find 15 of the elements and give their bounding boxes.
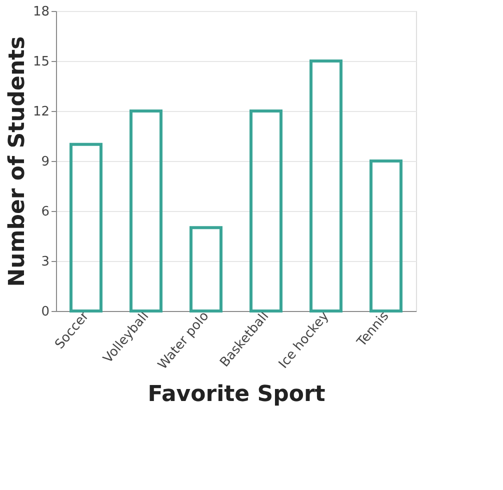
y-tick-label: 0 — [41, 304, 50, 320]
bar — [70, 142, 102, 312]
y-tick-label: 18 — [32, 4, 50, 20]
y-tick-label: 3 — [41, 254, 50, 270]
y-axis-title: Number of Students — [4, 36, 30, 287]
x-axis-title: Favorite Sport — [148, 382, 326, 407]
bar — [370, 160, 402, 312]
y-tick-label: 6 — [41, 204, 50, 220]
bar — [250, 110, 282, 312]
bar — [310, 60, 342, 312]
y-tick-label: 15 — [32, 54, 50, 70]
bar — [130, 110, 162, 312]
y-tick-label: 9 — [41, 154, 50, 170]
bar — [190, 226, 222, 312]
y-tick-label: 12 — [32, 104, 50, 120]
